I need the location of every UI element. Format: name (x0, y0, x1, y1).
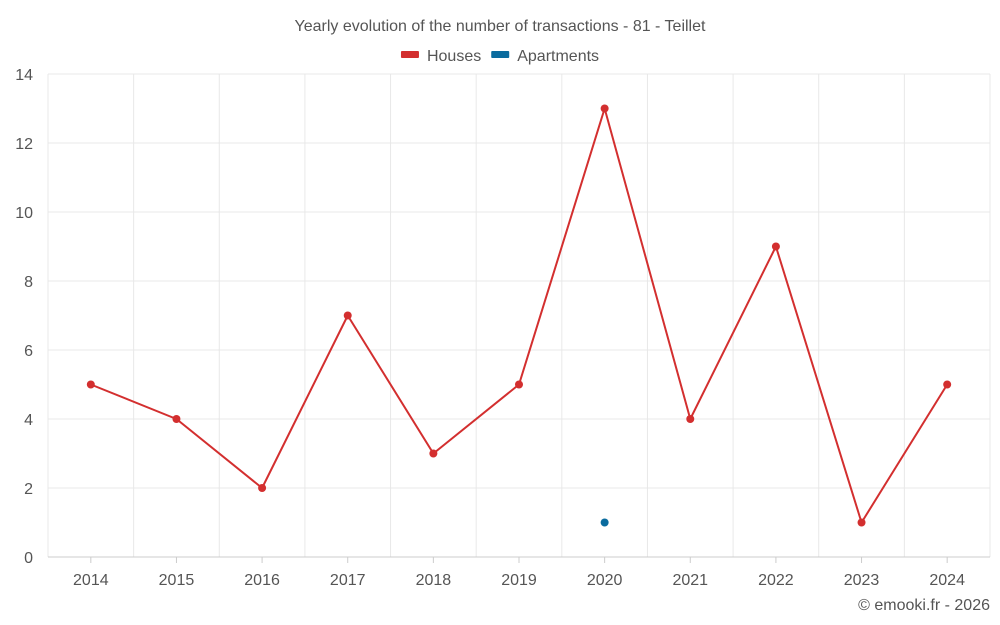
y-tick-label: 10 (15, 205, 33, 222)
legend-label: Houses (427, 48, 481, 65)
houses-data-point (172, 415, 181, 423)
y-tick-label: 12 (15, 136, 33, 153)
chart-title: Yearly evolution of the number of transa… (295, 18, 706, 35)
y-tick-label: 2 (24, 481, 33, 498)
legend-label: Apartments (517, 48, 599, 65)
x-tick-label: 2014 (73, 572, 109, 589)
x-tick-label: 2016 (244, 572, 280, 589)
y-tick-label: 6 (24, 343, 33, 360)
houses-data-point (600, 104, 609, 113)
grid (47, 73, 991, 557)
legend-swatch (400, 51, 419, 58)
legend-item-houses: Houses (400, 48, 481, 65)
legend: Houses Apartments (400, 48, 599, 65)
x-tick-label: 2022 (758, 572, 794, 589)
legend-item-apartments: Apartments (491, 48, 599, 65)
houses-data-point (771, 242, 780, 251)
x-tick-label: 2023 (844, 572, 880, 589)
x-tick-label: 2020 (587, 572, 623, 589)
y-tick-label: 8 (24, 274, 33, 291)
x-tick-label: 2019 (501, 572, 537, 589)
houses-data-point (857, 518, 866, 527)
series-layer (86, 104, 952, 527)
y-tick-label: 14 (15, 67, 33, 84)
x-tick-label: 2015 (159, 572, 195, 589)
x-tick-label: 2021 (672, 572, 708, 589)
x-tick-label: 2024 (929, 572, 965, 589)
y-tick-label: 0 (24, 550, 33, 567)
y-tick-label: 4 (24, 412, 33, 429)
x-tick-label: 2018 (416, 572, 452, 589)
houses-data-point (515, 380, 523, 389)
houses-data-point (686, 415, 695, 423)
legend-swatch (491, 51, 510, 58)
houses-data-point (343, 311, 352, 320)
apartments-data-point (600, 518, 609, 527)
houses-data-point (943, 380, 952, 389)
houses-data-point (429, 449, 438, 458)
houses-data-point (86, 380, 95, 389)
x-tick-label: 2017 (330, 572, 366, 589)
x-axis: 2014 2015 2016 2017 2018 2019 2020 2021 2022 2023… (48, 556, 990, 589)
houses-data-point (258, 484, 267, 492)
y-axis: 0 2 4 6 8 10 12 14 (15, 67, 33, 567)
credit-text: © emooki.fr - 2026 (858, 597, 990, 614)
